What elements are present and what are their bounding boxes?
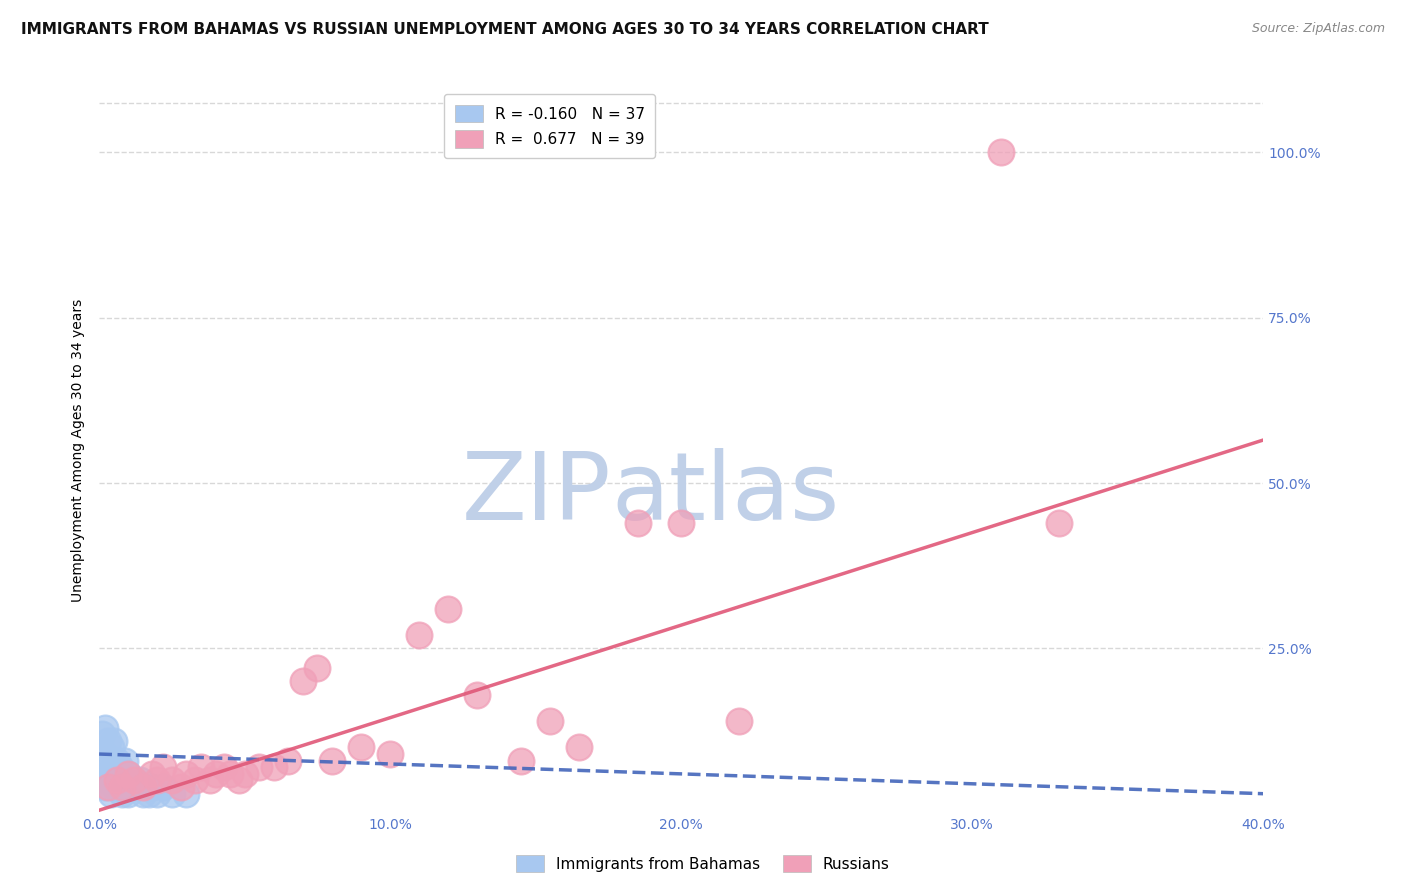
Point (97, 734, 120, 748)
Text: Source: ZipAtlas.com: Source: ZipAtlas.com (1251, 22, 1385, 36)
Text: IMMIGRANTS FROM BAHAMAS VS RUSSIAN UNEMPLOYMENT AMONG AGES 30 TO 34 YEARS CORREL: IMMIGRANTS FROM BAHAMAS VS RUSSIAN UNEMP… (21, 22, 988, 37)
Point (728, 714, 751, 728)
Point (277, 754, 299, 768)
Point (247, 760, 270, 774)
Point (132, 787, 155, 801)
Point (169, 780, 191, 794)
Point (307, 661, 329, 675)
Point (190, 760, 212, 774)
Legend: Immigrants from Bahamas, Russians: Immigrants from Bahamas, Russians (509, 847, 897, 880)
Point (321, 754, 343, 768)
Point (103, 780, 125, 794)
Point (626, 516, 648, 530)
Point (135, 780, 157, 794)
Point (437, 601, 460, 615)
Point (91, 773, 114, 788)
Point (105, 754, 128, 768)
Point (568, 740, 591, 755)
Point (117, 767, 139, 781)
Point (94, 780, 117, 794)
Point (214, 760, 236, 774)
Point (467, 688, 489, 702)
Point (1049, 516, 1071, 530)
Point (233, 767, 256, 781)
Point (108, 760, 131, 774)
Point (219, 767, 242, 781)
Point (152, 760, 174, 774)
Point (97, 760, 120, 774)
Point (105, 773, 128, 788)
Point (91, 727, 114, 741)
Point (111, 787, 134, 801)
Point (184, 773, 207, 788)
Point (228, 773, 250, 788)
Point (91, 754, 114, 768)
Point (97, 773, 120, 788)
Point (176, 787, 198, 801)
Point (160, 787, 183, 801)
Point (510, 754, 533, 768)
Point (122, 773, 145, 788)
Point (100, 740, 122, 755)
Point (198, 773, 221, 788)
Point (103, 734, 125, 748)
Legend: R = -0.160   N = 37, R =  0.677   N = 39: R = -0.160 N = 37, R = 0.677 N = 39 (444, 94, 655, 158)
Point (138, 787, 160, 801)
Point (111, 780, 134, 794)
Point (108, 780, 131, 794)
Point (97, 780, 120, 794)
Point (538, 714, 561, 728)
Text: ZIP: ZIP (461, 448, 612, 540)
Point (263, 760, 285, 774)
Point (125, 780, 148, 794)
Point (378, 747, 401, 761)
Point (128, 773, 150, 788)
Point (152, 780, 174, 794)
Point (146, 787, 169, 801)
Point (146, 773, 169, 788)
Point (160, 773, 183, 788)
Point (990, 145, 1012, 160)
Point (100, 767, 122, 781)
Point (114, 780, 136, 794)
Point (132, 780, 155, 794)
Point (141, 767, 163, 781)
Text: atlas: atlas (612, 448, 839, 540)
Point (94, 747, 117, 761)
Point (120, 780, 142, 794)
Point (114, 754, 136, 768)
Point (350, 740, 373, 755)
Point (408, 628, 430, 642)
Point (122, 773, 145, 788)
Point (669, 516, 692, 530)
Point (291, 674, 314, 689)
Point (141, 780, 163, 794)
Point (111, 767, 134, 781)
Point (117, 767, 139, 781)
Point (100, 787, 122, 801)
Point (204, 767, 226, 781)
Point (176, 767, 198, 781)
Point (94, 721, 117, 735)
Y-axis label: Unemployment Among Ages 30 to 34 years: Unemployment Among Ages 30 to 34 years (72, 298, 86, 601)
Point (105, 773, 128, 788)
Point (117, 787, 139, 801)
Point (103, 760, 125, 774)
